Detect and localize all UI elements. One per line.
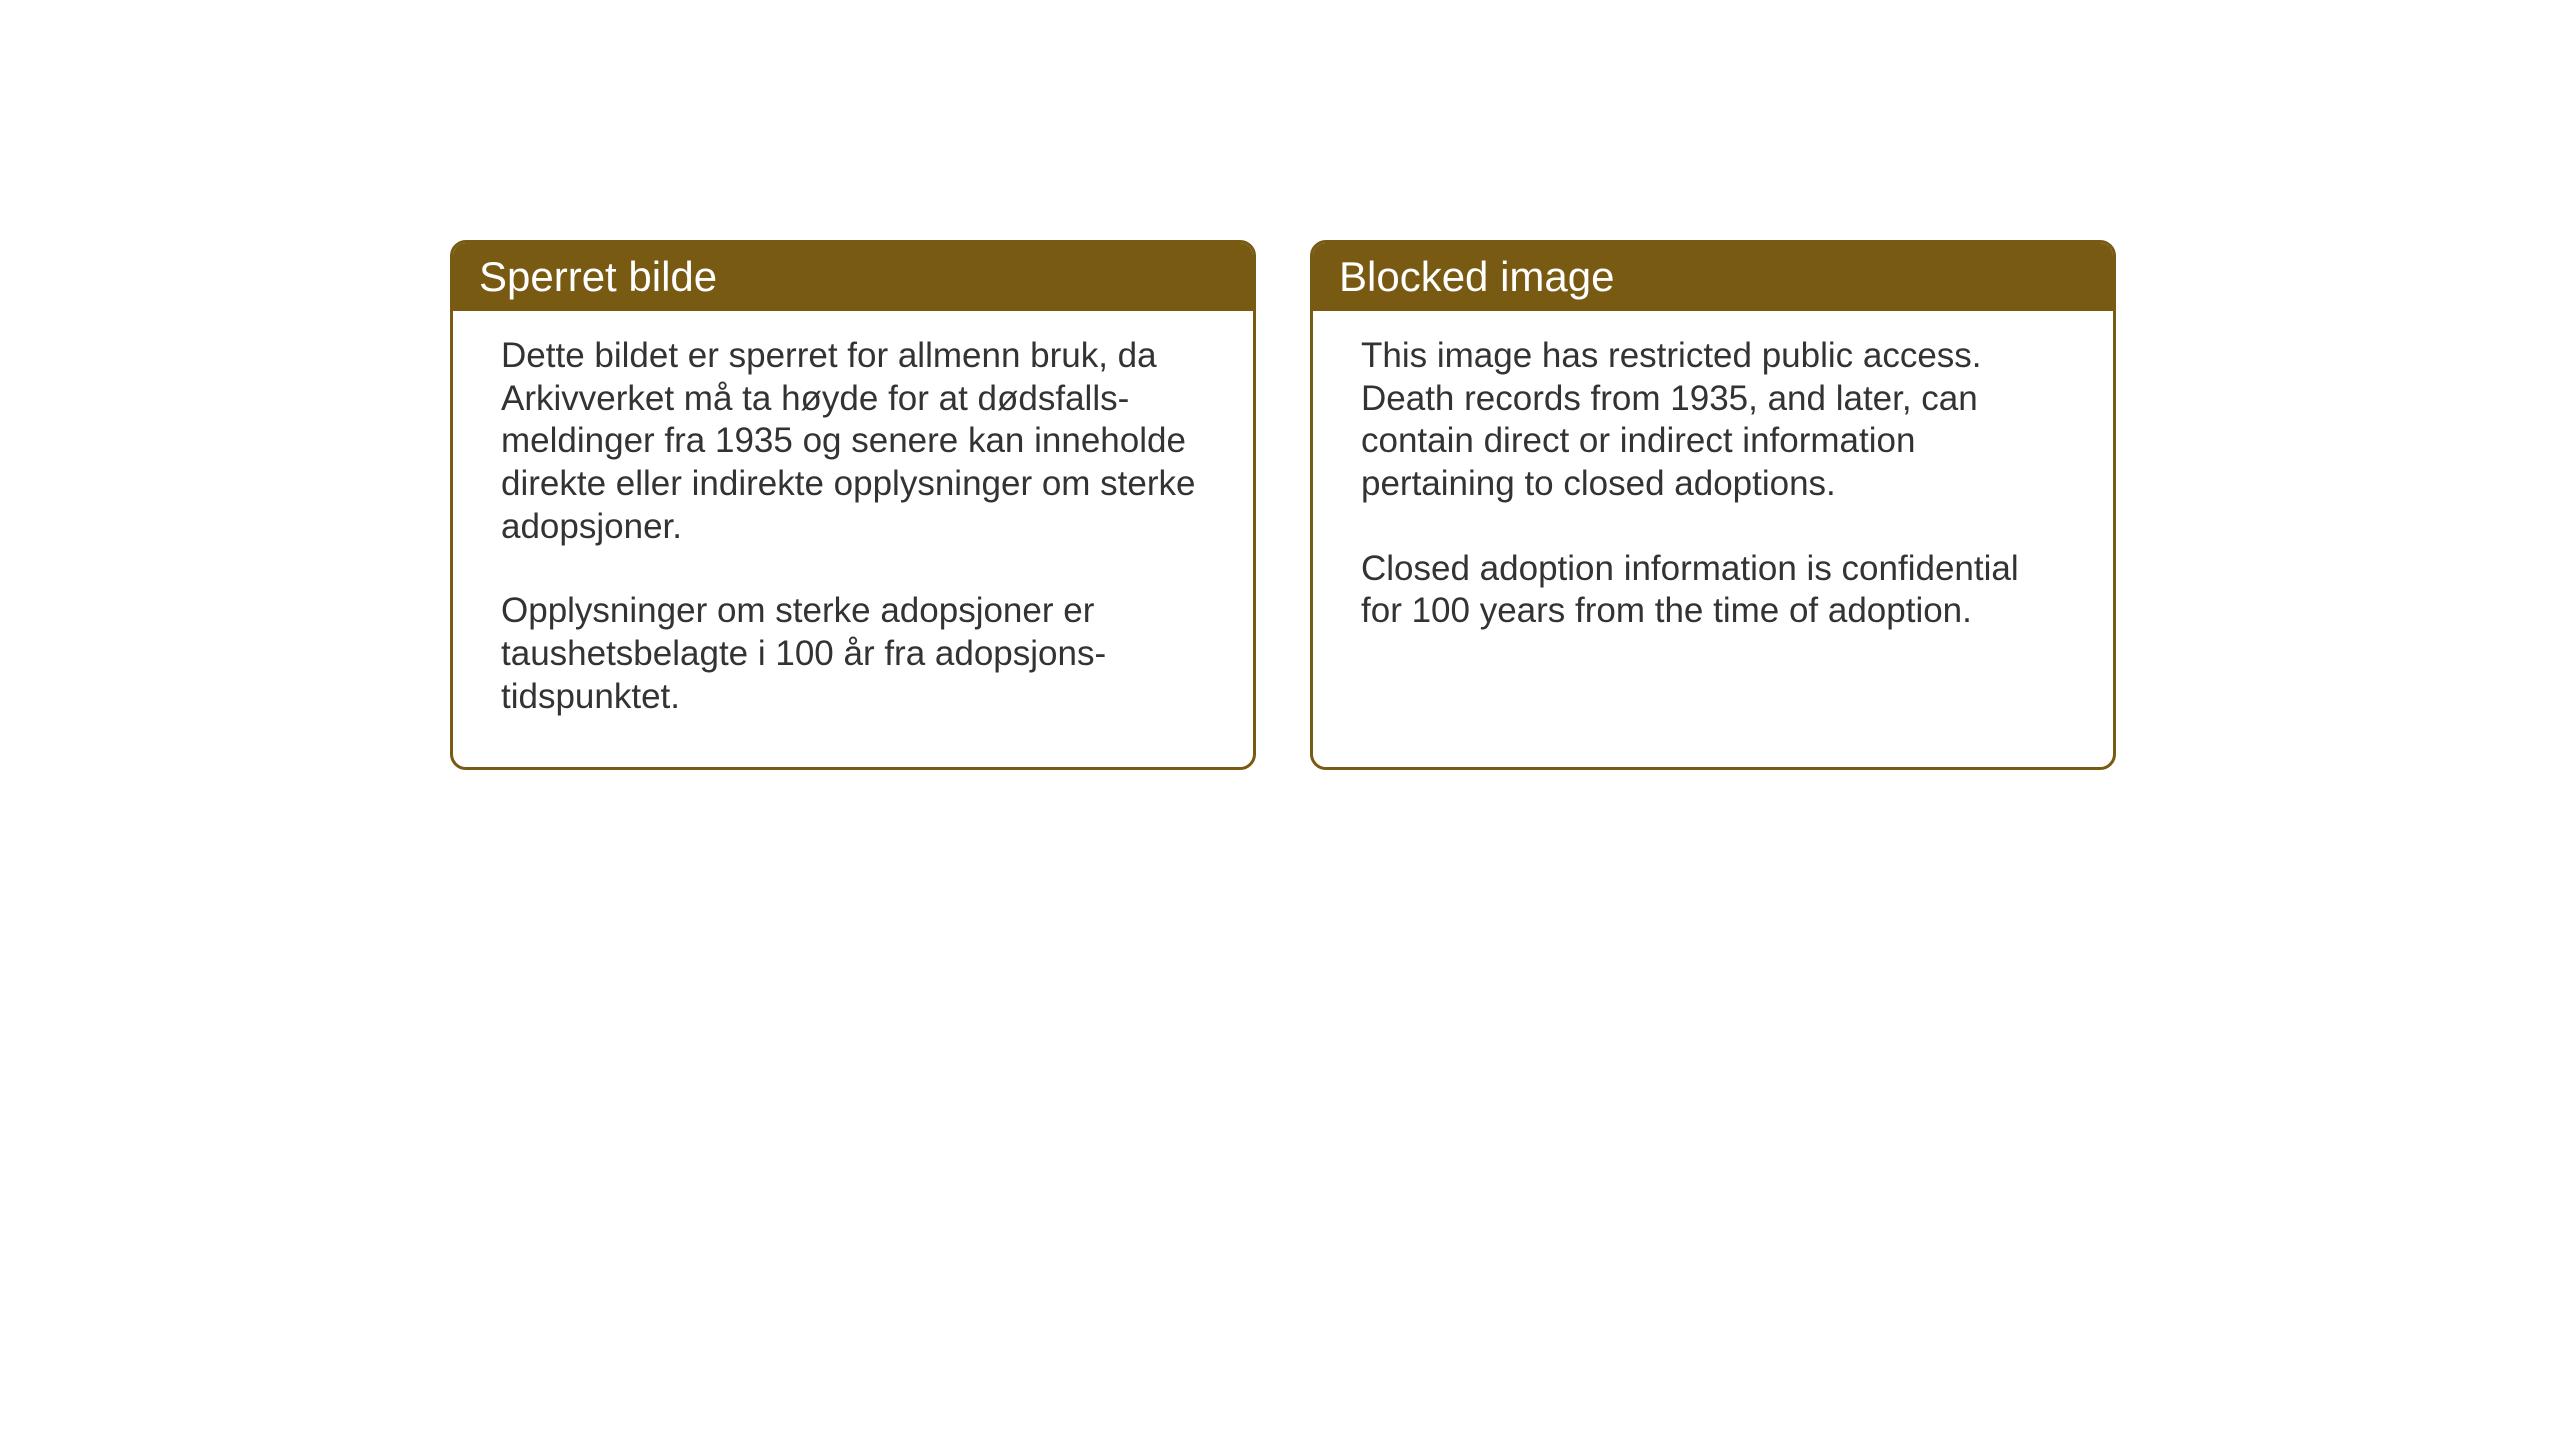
norwegian-paragraph-2: Opplysninger om sterke adopsjoner er tau… [501, 590, 1205, 718]
english-card-body: This image has restricted public access.… [1313, 311, 2113, 681]
english-notice-card: Blocked image This image has restricted … [1310, 240, 2116, 770]
norwegian-card-body: Dette bildet er sperret for allmenn bruk… [453, 311, 1253, 767]
english-paragraph-1: This image has restricted public access.… [1361, 335, 2065, 506]
norwegian-card-title: Sperret bilde [479, 253, 1227, 301]
norwegian-paragraph-1: Dette bildet er sperret for allmenn bruk… [501, 335, 1205, 548]
norwegian-notice-card: Sperret bilde Dette bildet er sperret fo… [450, 240, 1256, 770]
notice-container: Sperret bilde Dette bildet er sperret fo… [450, 240, 2116, 770]
norwegian-card-header: Sperret bilde [453, 243, 1253, 311]
english-card-title: Blocked image [1339, 253, 2087, 301]
english-card-header: Blocked image [1313, 243, 2113, 311]
english-paragraph-2: Closed adoption information is confident… [1361, 548, 2065, 633]
